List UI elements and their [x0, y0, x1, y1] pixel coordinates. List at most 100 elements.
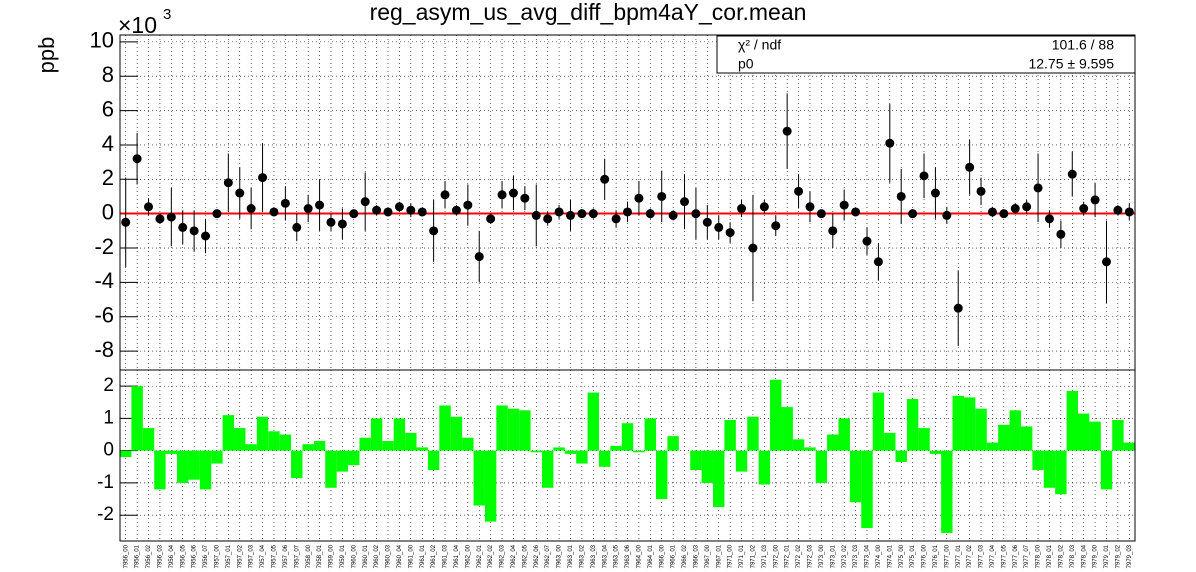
data-point — [212, 209, 222, 219]
bar — [918, 428, 930, 451]
data-point — [144, 202, 154, 212]
data-point — [258, 173, 268, 183]
data-point — [360, 197, 370, 207]
bar — [952, 395, 964, 451]
data-point — [166, 212, 176, 222]
x-tick-label: 7979_01 — [1104, 544, 1110, 568]
x-tick-label: 7957_07 — [294, 544, 300, 568]
x-tick-label: 7956_07 — [203, 544, 209, 568]
bar — [359, 437, 371, 451]
y-tick-label: -2 — [97, 504, 114, 525]
x-tick-label: 7956_02 — [146, 544, 152, 568]
bar — [770, 379, 782, 451]
y-multiplier: ×10 — [118, 12, 157, 38]
bar — [598, 450, 611, 467]
bar — [450, 416, 463, 451]
x-tick-label: 7976_01 — [933, 544, 939, 568]
bar — [1100, 450, 1113, 490]
bar — [348, 450, 360, 466]
data-point — [1090, 195, 1100, 205]
x-tick-label: 7958_00 — [306, 544, 312, 568]
data-point — [440, 190, 450, 200]
y-tick-label: 0 — [102, 199, 114, 224]
bar — [1077, 413, 1090, 451]
data-point — [543, 214, 553, 224]
bar — [610, 445, 622, 451]
bar — [1112, 420, 1124, 451]
data-point — [554, 207, 564, 217]
data-point — [201, 231, 211, 241]
bar — [245, 444, 257, 451]
data-point — [121, 217, 131, 227]
bar — [644, 418, 657, 451]
data-point — [805, 202, 815, 212]
bar — [621, 423, 634, 451]
data-point — [930, 188, 940, 198]
bar — [1066, 390, 1078, 451]
data-point — [611, 214, 621, 224]
x-tick-label: 7971_01 — [739, 544, 745, 568]
bar — [1123, 442, 1135, 451]
x-tick-label: 7960_03 — [386, 544, 392, 568]
x-tick-label: 7971_00 — [728, 544, 734, 568]
bar — [633, 450, 645, 453]
x-tick-label: 7962_02 — [488, 544, 494, 568]
y-tick-label: 2 — [103, 375, 114, 396]
x-tick-label: 7972_03 — [808, 544, 814, 568]
data-point — [223, 178, 233, 188]
data-point — [714, 222, 724, 232]
stats-frame — [716, 35, 1136, 74]
x-tick-label: 7962_03 — [500, 544, 506, 568]
x-tick-label: 7956_01 — [135, 544, 141, 568]
bar — [291, 450, 303, 479]
data-point — [896, 191, 906, 201]
data-point — [383, 207, 393, 217]
x-tick-label: 7957_03 — [249, 544, 255, 568]
x-tick-label: 7958_01 — [317, 544, 323, 568]
bar — [336, 450, 349, 472]
data-point — [520, 193, 530, 203]
bar — [884, 432, 896, 451]
x-tick-label: 7977_05 — [1001, 544, 1007, 568]
bar — [747, 416, 759, 451]
bar — [439, 405, 451, 451]
bar — [861, 450, 873, 529]
data-point — [1124, 207, 1134, 217]
bar — [382, 440, 394, 451]
bar — [165, 450, 178, 454]
data-point — [645, 209, 655, 219]
data-point — [132, 154, 142, 164]
bar — [234, 428, 246, 451]
data-point — [1056, 229, 1066, 239]
bar — [496, 405, 508, 451]
bar — [199, 450, 212, 490]
x-tick-label: 7973_02 — [842, 544, 848, 568]
data-point — [1033, 183, 1043, 193]
y-tick-label: -6 — [94, 303, 114, 328]
data-point — [280, 198, 290, 208]
data-point — [1101, 257, 1111, 267]
x-tick-label: 7961_02 — [431, 544, 437, 568]
bar — [656, 450, 668, 500]
data-point — [326, 217, 336, 227]
data-point — [349, 209, 359, 219]
data-point — [235, 188, 245, 198]
data-point — [531, 210, 541, 220]
bar — [313, 440, 326, 451]
x-tick-label: 7963_00 — [557, 544, 563, 568]
x-tick-label: 7978_04 — [1081, 544, 1087, 568]
x-tick-label: 7962_07 — [545, 544, 551, 568]
x-tick-label: 7963_03 — [591, 544, 597, 568]
x-tick-label: 7960_00 — [351, 544, 357, 568]
x-tick-label: 7978_00 — [1036, 544, 1042, 568]
bar — [188, 450, 200, 480]
x-tick-label: 7978_01 — [1047, 544, 1053, 568]
data-point — [623, 207, 632, 217]
data-point — [737, 204, 747, 214]
x-tick-label: 7967_00 — [705, 544, 711, 568]
bar — [1032, 450, 1044, 471]
bar — [154, 450, 166, 490]
y-tick-label: 1 — [103, 407, 114, 428]
bar — [177, 450, 189, 483]
bar — [484, 450, 497, 522]
